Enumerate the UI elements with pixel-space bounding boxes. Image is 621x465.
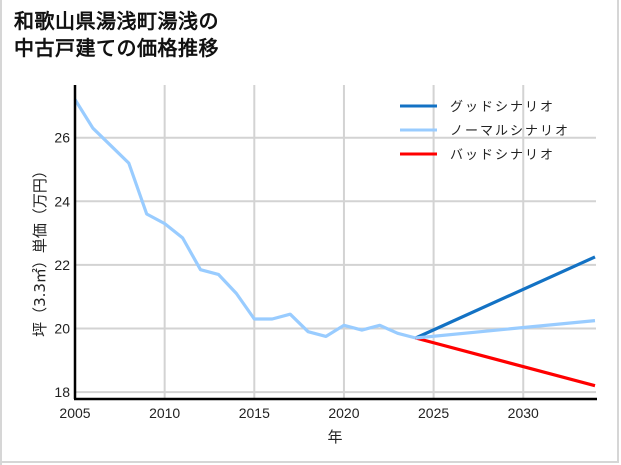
- y-axis-label: 坪（3.3㎡）単価（万円）: [31, 163, 49, 337]
- y-tick-label: 20: [54, 321, 70, 337]
- chart-title-line1: 和歌山県湯浅町湯浅の: [14, 9, 219, 33]
- frame-border-left: [0, 0, 2, 465]
- x-axis-label: 年: [327, 428, 342, 446]
- data-lines: [73, 98, 596, 388]
- y-tick-label: 22: [54, 257, 70, 273]
- y-tick-labels: 18 20 22 24 26: [54, 130, 70, 400]
- x-tick-labels: 2005 2010 2015 2020 2025 2030: [59, 405, 539, 421]
- series-line: [415, 336, 596, 388]
- series-line: [73, 98, 417, 340]
- y-tick-label: 26: [54, 130, 70, 146]
- y-tick-label: 18: [54, 384, 70, 400]
- x-tick-label: 2020: [328, 405, 359, 421]
- series-line: [415, 319, 596, 340]
- axes: [73, 85, 597, 401]
- x-tick-label: 2005: [59, 405, 90, 421]
- x-tick-label: 2025: [418, 405, 449, 421]
- y-tick-label: 24: [54, 193, 70, 209]
- legend: グッドシナリオ ノーマルシナリオ バッドシナリオ: [400, 100, 570, 163]
- x-tick-label: 2015: [239, 405, 270, 421]
- x-tick-label: 2010: [149, 405, 180, 421]
- chart-title: 和歌山県湯浅町湯浅の 中古戸建ての価格推移: [14, 8, 219, 62]
- legend-label-bad: バッドシナリオ: [450, 148, 555, 163]
- legend-label-normal: ノーマルシナリオ: [450, 124, 570, 139]
- chart-title-line2: 中古戸建ての価格推移: [14, 36, 219, 60]
- x-tick-label: 2030: [508, 405, 539, 421]
- series-line: [415, 255, 596, 340]
- legend-label-good: グッドシナリオ: [450, 100, 555, 115]
